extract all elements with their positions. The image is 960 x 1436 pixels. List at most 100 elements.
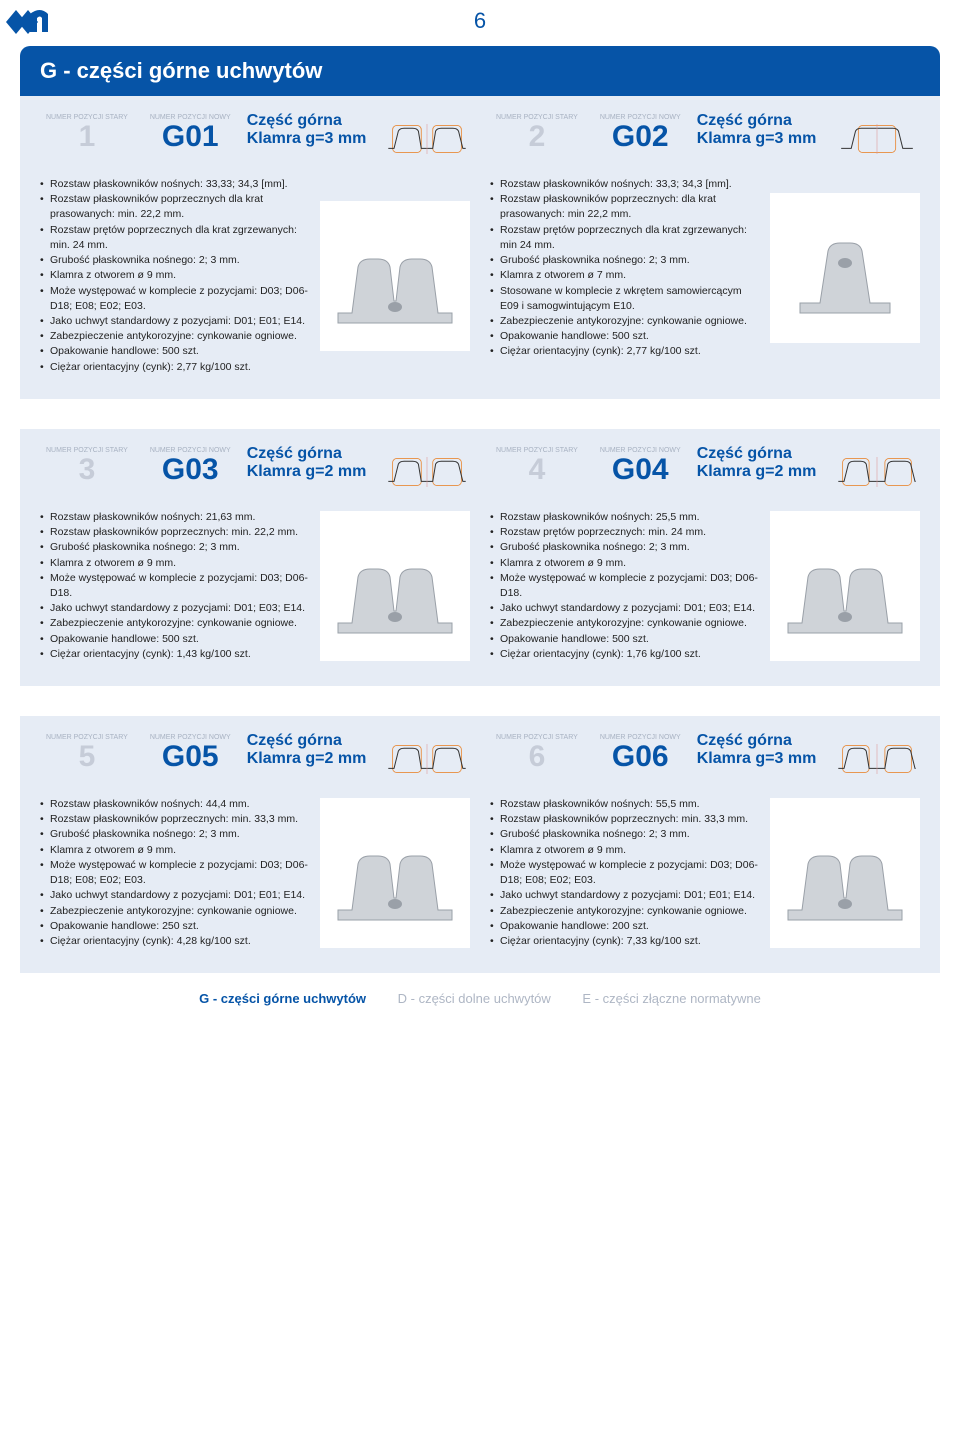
new-position-value: G04 — [612, 453, 669, 486]
item-title-line2: Klamra g=2 mm — [247, 463, 374, 481]
brand-logo — [4, 4, 52, 47]
spec-item: Jako uchwyt standardowy z pozycjami: D01… — [40, 601, 308, 616]
old-position-box: NUMER POZYCJI STARY 3 — [40, 445, 134, 487]
old-position-value: 5 — [79, 740, 96, 773]
item-title-line1: Część górna — [247, 112, 374, 130]
item-title-line1: Część górna — [697, 112, 824, 130]
item-title-line1: Część górna — [247, 732, 374, 750]
spec-item: Klamra z otworem ø 9 mm. — [40, 268, 308, 283]
spec-item: Rozstaw płaskowników nośnych: 33,33; 34,… — [40, 177, 308, 192]
catalog-item: NUMER POZYCJI STARY 6 NUMER POZYCJI NOWY… — [490, 732, 920, 949]
spec-item: Grubość płaskownika nośnego: 2; 3 mm. — [40, 253, 308, 268]
old-position-value: 6 — [529, 740, 546, 773]
product-render — [320, 201, 470, 351]
spec-item: Klamra z otworem ø 9 mm. — [40, 843, 308, 858]
spec-item: Grubość płaskownika nośnego: 2; 3 mm. — [490, 253, 758, 268]
product-render — [320, 798, 470, 948]
spec-item: Rozstaw płaskowników poprzecznych: dla k… — [490, 192, 758, 222]
new-position-value: G06 — [612, 740, 669, 773]
old-position-value: 4 — [529, 453, 546, 486]
spec-item: Może występować w komplecie z pozycjami:… — [40, 284, 308, 314]
profile-icon — [834, 445, 920, 500]
spec-item: Ciężar orientacyjny (cynk): 4,28 kg/100 … — [40, 934, 308, 949]
new-position-box: NUMER POZYCJI NOWY G02 — [594, 112, 687, 154]
spec-item: Zabezpieczenie antykorozyjne: cynkowanie… — [40, 329, 308, 344]
spec-item: Może występować w komplecie z pozycjami:… — [40, 858, 308, 888]
item-title-line1: Część górna — [697, 732, 824, 750]
spec-item: Jako uchwyt standardowy z pozycjami: D01… — [40, 888, 308, 903]
new-position-box: NUMER POZYCJI NOWY G04 — [594, 445, 687, 487]
spec-item: Rozstaw płaskowników poprzecznych: min. … — [40, 525, 308, 540]
spec-item: Ciężar orientacyjny (cynk): 1,76 kg/100 … — [490, 647, 758, 662]
spec-item: Ciężar orientacyjny (cynk): 7,33 kg/100 … — [490, 934, 758, 949]
spec-item: Jako uchwyt standardowy z pozycjami: D01… — [40, 314, 308, 329]
spec-item: Klamra z otworem ø 7 mm. — [490, 268, 758, 283]
spec-list: Rozstaw płaskowników nośnych: 25,5 mm.Ro… — [490, 510, 758, 662]
spec-item: Rozstaw płaskowników nośnych: 55,5 mm. — [490, 797, 758, 812]
old-position-box: NUMER POZYCJI STARY 2 — [490, 112, 584, 154]
new-position-value: G02 — [612, 120, 669, 153]
spec-item: Zabezpieczenie antykorozyjne: cynkowanie… — [490, 904, 758, 919]
spec-list: Rozstaw płaskowników nośnych: 33,3; 34,3… — [490, 177, 758, 360]
item-title-line2: Klamra g=3 mm — [697, 130, 824, 148]
spec-item: Zabezpieczenie antykorozyjne: cynkowanie… — [490, 314, 758, 329]
new-position-box: NUMER POZYCJI NOWY G03 — [144, 445, 237, 487]
page-footer: G - części górne uchwytów D - części dol… — [20, 973, 940, 1012]
new-position-value: G03 — [162, 453, 219, 486]
catalog-row: NUMER POZYCJI STARY 3 NUMER POZYCJI NOWY… — [20, 429, 940, 686]
spec-item: Może występować w komplecie z pozycjami:… — [490, 858, 758, 888]
spec-item: Opakowanie handlowe: 500 szt. — [40, 344, 308, 359]
new-position-box: NUMER POZYCJI NOWY G05 — [144, 732, 237, 774]
spec-item: Klamra z otworem ø 9 mm. — [40, 556, 308, 571]
product-render — [770, 798, 920, 948]
catalog-item: NUMER POZYCJI STARY 3 NUMER POZYCJI NOWY… — [40, 445, 470, 662]
item-title: Część górna Klamra g=3 mm — [697, 732, 824, 768]
spec-item: Może występować w komplecie z pozycjami:… — [40, 571, 308, 601]
spec-item: Ciężar orientacyjny (cynk): 2,77 kg/100 … — [40, 360, 308, 375]
new-position-box: NUMER POZYCJI NOWY G06 — [594, 732, 687, 774]
spec-item: Rozstaw płaskowników nośnych: 21,63 mm. — [40, 510, 308, 525]
spec-item: Klamra z otworem ø 9 mm. — [490, 843, 758, 858]
item-title: Część górna Klamra g=3 mm — [247, 112, 374, 148]
spec-item: Ciężar orientacyjny (cynk): 2,77 kg/100 … — [490, 344, 758, 359]
footer-active: G - części górne uchwytów — [199, 991, 366, 1006]
spec-item: Opakowanie handlowe: 500 szt. — [490, 329, 758, 344]
spec-item: Rozstaw płaskowników poprzecznych: min. … — [490, 812, 758, 827]
item-title: Część górna Klamra g=2 mm — [697, 445, 824, 481]
new-position-value: G05 — [162, 740, 219, 773]
spec-item: Stosowane w komplecie z wkrętem samowier… — [490, 284, 758, 314]
item-title: Część górna Klamra g=2 mm — [247, 732, 374, 768]
section-title: G - części górne uchwytów — [20, 46, 940, 96]
spec-item: Klamra z otworem ø 9 mm. — [490, 556, 758, 571]
catalog-item: NUMER POZYCJI STARY 4 NUMER POZYCJI NOWY… — [490, 445, 920, 662]
item-title-line1: Część górna — [697, 445, 824, 463]
spec-item: Opakowanie handlowe: 200 szt. — [490, 919, 758, 934]
spec-item: Opakowanie handlowe: 250 szt. — [40, 919, 308, 934]
spec-item: Rozstaw płaskowników poprzecznych dla kr… — [40, 192, 308, 222]
spec-item: Zabezpieczenie antykorozyjne: cynkowanie… — [40, 616, 308, 631]
spec-list: Rozstaw płaskowników nośnych: 33,33; 34,… — [40, 177, 308, 375]
new-position-value: G01 — [162, 120, 219, 153]
spec-item: Zabezpieczenie antykorozyjne: cynkowanie… — [40, 904, 308, 919]
spec-item: Zabezpieczenie antykorozyjne: cynkowanie… — [490, 616, 758, 631]
spec-item: Rozstaw płaskowników nośnych: 44,4 mm. — [40, 797, 308, 812]
catalog-item: NUMER POZYCJI STARY 2 NUMER POZYCJI NOWY… — [490, 112, 920, 375]
spec-list: Rozstaw płaskowników nośnych: 44,4 mm.Ro… — [40, 797, 308, 949]
spec-item: Ciężar orientacyjny (cynk): 1,43 kg/100 … — [40, 647, 308, 662]
item-title-line2: Klamra g=2 mm — [247, 750, 374, 768]
profile-icon — [384, 732, 470, 787]
footer-mid: D - części dolne uchwytów — [398, 991, 551, 1006]
spec-item: Jako uchwyt standardowy z pozycjami: D01… — [490, 601, 758, 616]
old-position-value: 1 — [79, 120, 96, 153]
old-position-value: 2 — [529, 120, 546, 153]
item-title-line2: Klamra g=3 mm — [697, 750, 824, 768]
page-number: 6 — [20, 0, 940, 42]
product-render — [770, 511, 920, 661]
catalog-row: NUMER POZYCJI STARY 1 NUMER POZYCJI NOWY… — [20, 96, 940, 399]
old-position-box: NUMER POZYCJI STARY 5 — [40, 732, 134, 774]
spec-item: Rozstaw płaskowników nośnych: 25,5 mm. — [490, 510, 758, 525]
spec-item: Rozstaw prętów poprzecznych dla krat zgr… — [490, 223, 758, 253]
spec-item: Rozstaw prętów poprzecznych dla krat zgr… — [40, 223, 308, 253]
item-title-line2: Klamra g=2 mm — [697, 463, 824, 481]
spec-item: Jako uchwyt standardowy z pozycjami: D01… — [490, 888, 758, 903]
